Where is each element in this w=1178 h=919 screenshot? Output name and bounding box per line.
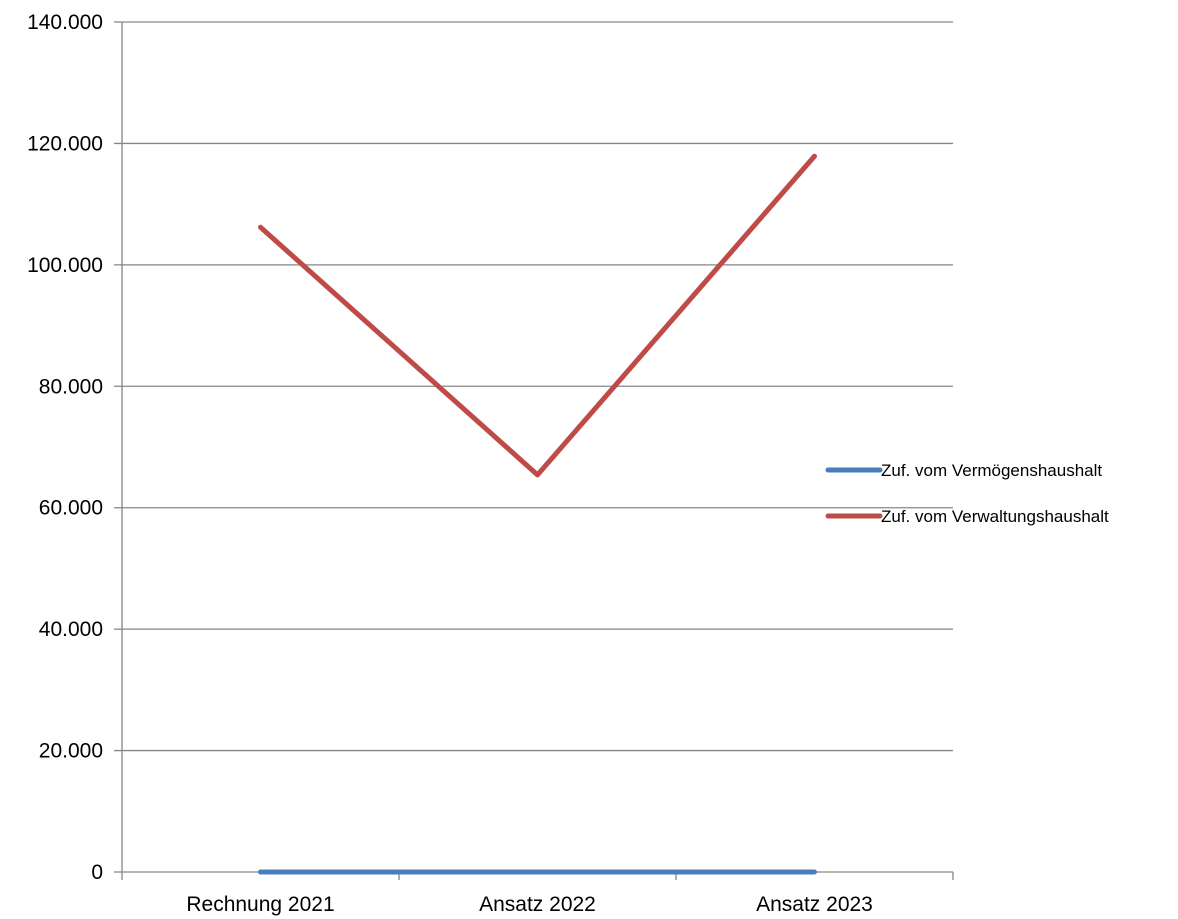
x-tick-label: Ansatz 2023 bbox=[756, 893, 873, 916]
y-tick-label: 0 bbox=[91, 861, 103, 884]
axes: 0 20.000 40.000 60.000 80.000 100.000 120.000 1… bbox=[27, 11, 954, 916]
y-tick-label: 100.000 bbox=[27, 254, 103, 277]
legend-label: Zuf. vom Verwaltungshaushalt bbox=[881, 507, 1109, 526]
x-tick-label: Ansatz 2022 bbox=[479, 893, 596, 916]
legend: Zuf. vom Vermögenshaushalt Zuf. vom Verwa… bbox=[825, 461, 1109, 526]
y-tick-label: 120.000 bbox=[27, 132, 103, 155]
x-tick-label: Rechnung 2021 bbox=[186, 893, 334, 916]
y-tick-label: 40.000 bbox=[39, 618, 103, 641]
gridlines bbox=[114, 21, 953, 752]
series-lines bbox=[258, 153, 817, 875]
y-tick-label: 140.000 bbox=[27, 11, 103, 34]
y-tick-label: 20.000 bbox=[39, 740, 103, 763]
y-tick-label: 80.000 bbox=[39, 375, 103, 398]
series-line-2 bbox=[258, 153, 817, 478]
legend-label: Zuf. vom Vermögenshaushalt bbox=[881, 461, 1102, 480]
y-tick-label: 60.000 bbox=[39, 497, 103, 520]
